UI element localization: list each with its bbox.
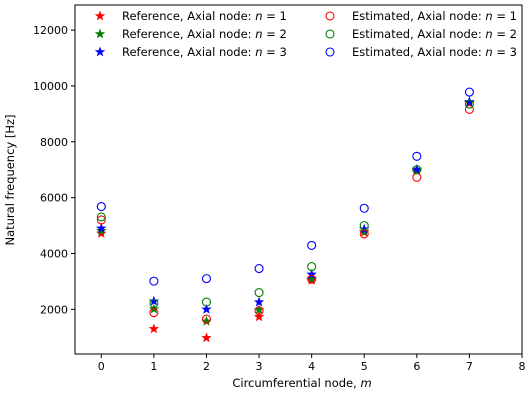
data-point (149, 308, 159, 318)
data-point (464, 104, 474, 114)
data-point (412, 172, 422, 182)
data-point (201, 314, 212, 324)
legend-label: Estimated, Axial node: n = 1 (352, 9, 517, 23)
x-tick-label: 7 (466, 360, 473, 373)
data-point (149, 298, 159, 309)
x-tick-label: 3 (256, 360, 263, 373)
legend-item: Reference, Axial node: n = 1 (94, 9, 287, 23)
data-point (254, 288, 264, 298)
data-point (148, 323, 160, 334)
y-tick-label: 2000 (40, 303, 68, 316)
x-tick-label: 4 (308, 360, 315, 373)
legend-label: Reference, Axial node: n = 3 (122, 45, 287, 59)
data-point (254, 264, 264, 274)
data-point (96, 215, 106, 225)
data-point (253, 296, 265, 307)
data-point (149, 276, 159, 286)
plot-frame (74, 4, 523, 355)
legend-marker (325, 11, 335, 21)
data-point (253, 311, 265, 322)
x-tick-label: 1 (150, 360, 157, 373)
marks-layer (96, 87, 475, 343)
x-tick-label: 8 (519, 360, 526, 373)
legend-label: Estimated, Axial node: n = 2 (352, 27, 517, 41)
data-point (201, 274, 212, 284)
data-point (306, 268, 317, 279)
y-axis-label: Natural frequency [Hz] (3, 114, 17, 245)
legend-item: Estimated, Axial node: n = 1 (325, 9, 517, 23)
legend-item: Reference, Axial node: n = 3 (94, 45, 287, 59)
series-6 (96, 87, 474, 286)
data-point (201, 332, 212, 343)
x-tick-label: 0 (98, 360, 105, 373)
data-point (148, 295, 160, 306)
axes-layer: 0 1 2 3 4 5 6 7 8 2000 4000 6000 8000 10000 12000 (33, 4, 526, 373)
data-point (254, 306, 264, 316)
data-point (201, 297, 212, 307)
y-tick-label: 6000 (40, 192, 68, 205)
legend-item: Reference, Axial node: n = 2 (94, 27, 287, 41)
series-4 (96, 104, 474, 324)
legend-marker (325, 29, 335, 39)
y-tick-label: 10000 (33, 80, 68, 93)
legend: Reference, Axial node: n = 1 Reference, A… (94, 9, 517, 59)
y-tick-label: 8000 (40, 136, 68, 149)
x-axis-label: Circumferential node, m (232, 376, 371, 390)
data-point (412, 151, 422, 161)
legend-marker (94, 28, 106, 39)
legend-label: Reference, Axial node: n = 1 (122, 9, 287, 23)
y-tick-label: 4000 (40, 247, 68, 260)
series-2 (96, 96, 475, 326)
y-tick-label: 12000 (33, 24, 68, 37)
x-tick-label: 5 (361, 360, 368, 373)
data-point (96, 202, 106, 212)
legend-marker (325, 47, 335, 57)
data-point (96, 212, 106, 222)
x-tick-label: 2 (203, 360, 210, 373)
legend-item: Estimated, Axial node: n = 3 (325, 45, 517, 59)
data-point (359, 203, 369, 213)
series-3 (96, 96, 475, 314)
legend-label: Estimated, Axial node: n = 3 (352, 45, 517, 59)
legend-marker (94, 46, 106, 57)
legend-marker (94, 10, 106, 21)
x-tick-label: 6 (413, 360, 420, 373)
data-point (307, 240, 317, 250)
series-5 (96, 99, 474, 309)
data-point (464, 96, 475, 107)
legend-label: Reference, Axial node: n = 2 (122, 27, 287, 41)
data-point (464, 99, 474, 109)
data-point (96, 222, 107, 233)
data-point (359, 221, 369, 231)
data-point (412, 165, 422, 175)
data-point (307, 274, 317, 284)
data-point (464, 87, 474, 97)
data-point (201, 303, 212, 314)
data-point (307, 262, 317, 272)
legend-item: Estimated, Axial node: n = 2 (325, 27, 517, 41)
